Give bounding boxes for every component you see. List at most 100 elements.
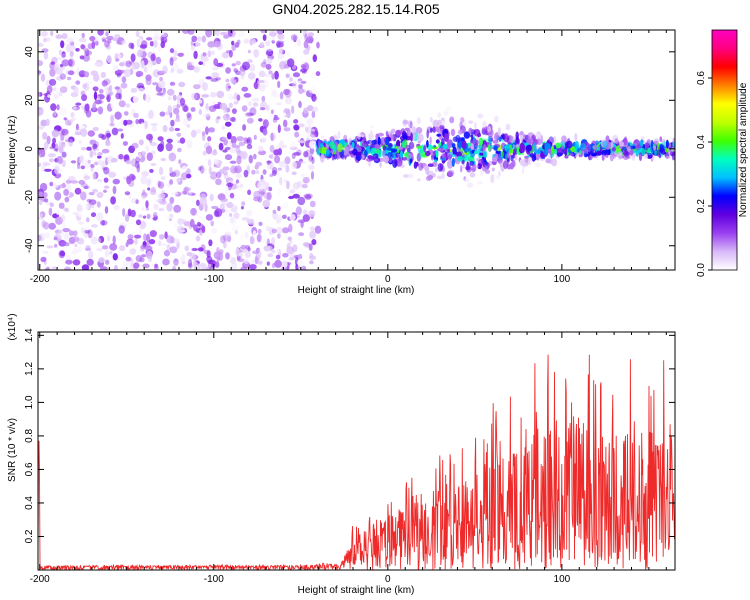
noise-cell	[80, 125, 86, 132]
noise-cell	[68, 59, 73, 67]
noise-cell	[254, 164, 259, 170]
noise-cell	[189, 219, 195, 228]
signal-cell	[474, 150, 479, 155]
signal-cell	[443, 133, 449, 142]
noise-cell	[204, 108, 211, 118]
noise-cell	[258, 70, 266, 78]
signal-cell	[447, 154, 452, 160]
noise-cell	[40, 73, 46, 82]
signal-cell	[614, 145, 620, 154]
noise-cell	[190, 207, 197, 216]
noise-cell	[238, 252, 245, 257]
noise-cell	[304, 33, 308, 42]
signal-cell	[487, 109, 494, 117]
noise-cell	[230, 262, 238, 270]
signal-cell	[482, 150, 487, 158]
signal-cell	[437, 163, 443, 172]
noise-cell	[265, 182, 271, 187]
noise-cell	[96, 191, 104, 199]
noise-cell	[293, 124, 300, 131]
noise-cell	[160, 243, 167, 247]
snr-xlabel: Height of straight line (km)	[298, 585, 415, 596]
noise-cell	[89, 35, 96, 42]
noise-cell	[159, 111, 166, 117]
signal-cell	[420, 149, 424, 159]
signal-cell	[443, 110, 449, 117]
noise-cell	[256, 170, 260, 175]
noise-cell	[84, 71, 90, 78]
noise-cell	[298, 100, 302, 109]
noise-cell	[246, 144, 253, 150]
noise-cell	[89, 149, 94, 158]
noise-cell	[303, 107, 309, 114]
noise-cell	[66, 76, 72, 81]
noise-cell	[158, 207, 165, 212]
noise-cell	[259, 187, 264, 197]
noise-cell	[84, 185, 90, 190]
noise-cell	[59, 73, 67, 80]
noise-cell	[105, 231, 112, 241]
noise-cell	[260, 236, 268, 244]
noise-cell	[74, 243, 78, 248]
noise-cell	[311, 239, 317, 246]
signal-cell	[432, 161, 438, 167]
signal-cell	[525, 144, 532, 152]
noise-cell	[311, 110, 316, 119]
signal-cell	[623, 139, 628, 146]
noise-cell	[304, 194, 312, 200]
signal-cell	[441, 117, 445, 122]
noise-cell	[82, 203, 89, 211]
noise-cell	[96, 247, 104, 252]
signal-cell	[468, 127, 473, 135]
noise-cell	[142, 215, 147, 219]
noise-cell	[140, 244, 147, 250]
noise-cell	[58, 145, 64, 154]
signal-cell	[629, 145, 636, 150]
signal-cell	[371, 139, 377, 145]
signal-cell	[442, 143, 448, 150]
noise-cell	[145, 176, 153, 184]
signal-cell	[402, 134, 408, 140]
noise-cell	[58, 107, 67, 116]
noise-cell	[155, 33, 162, 38]
noise-cell	[58, 91, 63, 97]
noise-cell	[158, 70, 167, 74]
signal-cell	[416, 117, 421, 124]
noise-cell	[104, 206, 109, 214]
noise-cell	[167, 105, 172, 114]
colorbar-tick-label: 0.4	[696, 135, 707, 149]
noise-cell	[161, 32, 168, 38]
noise-cell	[281, 112, 286, 117]
noise-cell	[300, 64, 307, 69]
noise-cell	[211, 205, 219, 210]
noise-cell	[155, 56, 162, 65]
noise-cell	[218, 249, 224, 254]
noise-cell	[72, 259, 81, 266]
noise-cell	[98, 133, 105, 139]
noise-cell	[84, 50, 92, 56]
x-tick-label: -100	[204, 274, 224, 285]
noise-cell	[125, 256, 132, 262]
signal-cell	[534, 162, 541, 168]
noise-cell	[295, 206, 302, 216]
noise-cell	[117, 53, 122, 60]
noise-cell	[38, 60, 44, 67]
noise-cell	[205, 145, 213, 155]
noise-cell	[291, 171, 297, 176]
noise-cell	[309, 260, 314, 265]
noise-cell	[205, 30, 213, 38]
noise-cell	[47, 94, 51, 98]
noise-cell	[193, 92, 201, 101]
noise-cell	[112, 235, 116, 245]
noise-cell	[152, 69, 161, 78]
noise-cell	[140, 175, 147, 185]
noise-cell	[54, 62, 60, 69]
noise-cell	[116, 73, 122, 78]
noise-cell	[39, 211, 46, 218]
noise-cell	[64, 232, 70, 241]
noise-cell	[54, 191, 62, 201]
noise-cell	[87, 43, 93, 50]
signal-cell	[622, 150, 626, 156]
noise-cell	[222, 166, 230, 171]
